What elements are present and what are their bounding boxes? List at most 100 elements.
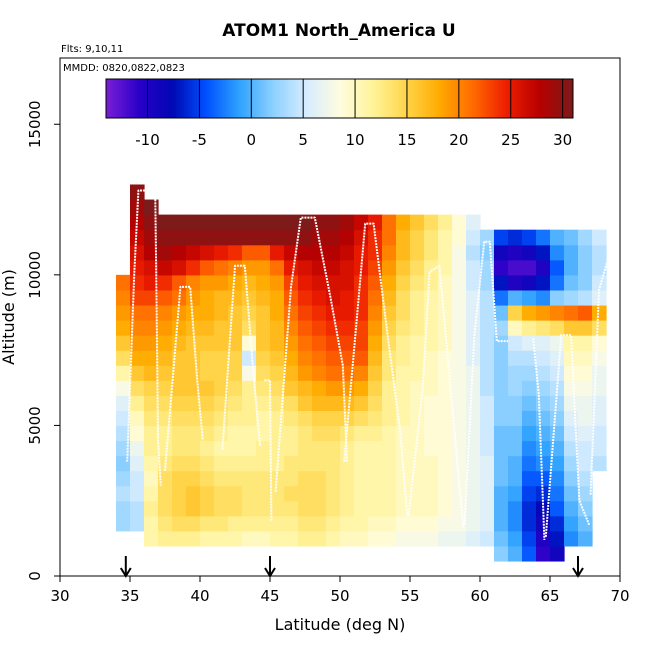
heatmap-cell [368,304,383,321]
heatmap-cell [578,365,593,381]
heatmap-cell [130,289,145,306]
heatmap-cell [368,470,383,487]
colorbar-segment [292,79,296,118]
heatmap-cell [508,485,523,502]
heatmap-cell [256,304,271,321]
heatmap-cell [116,395,131,411]
colorbar-segment [259,79,263,118]
heatmap-cell [172,455,187,472]
heatmap-cell [228,229,243,246]
heatmap-cell [466,485,481,502]
heatmap-cell [340,515,355,532]
colorbar-segment [489,79,494,118]
x-tick-label: 30 [50,587,69,605]
heatmap-cell [508,500,523,517]
heatmap-cell [396,440,411,457]
heatmap-cell [158,515,173,532]
heatmap-cell [158,380,173,396]
heatmap-cell [270,380,285,396]
heatmap-cell [578,470,593,487]
heatmap-cell [172,229,187,246]
heatmap-cell [116,410,131,427]
colorbar-segment [199,79,203,118]
heatmap-cell [354,500,369,517]
heatmap-cell [340,289,355,306]
heatmap-cell [452,470,467,487]
heatmap-cell [172,410,187,427]
heatmap-cell [536,530,551,547]
heatmap-cell [144,455,159,472]
heatmap-cell [368,244,383,261]
heatmap-cell [186,515,201,532]
heatmap-cell [592,455,607,472]
heatmap-cell [214,214,229,231]
colorbar-segment [456,79,460,118]
flight-track-line [407,264,465,528]
heatmap-cell [340,320,355,336]
heatmap-cell [452,229,467,246]
heatmap-cell [480,425,495,442]
x-tick-label: 60 [470,587,489,605]
heatmap-cell [172,244,187,261]
colorbar-segment [126,79,130,118]
x-tick-label: 35 [120,587,139,605]
heatmap-cell [452,425,467,442]
colorbar-segment [368,79,372,118]
colorbar-segment [497,79,501,118]
heatmap-cell [508,530,523,547]
heatmap-cell [564,455,579,472]
heatmap-cell [564,229,579,246]
heatmap-cell [256,350,271,366]
heatmap-cell [536,470,551,487]
heatmap-cell [382,350,397,366]
flight-marker-arrowhead [264,567,276,578]
heatmap-cell [592,229,607,246]
heatmap-cell [214,485,229,502]
heatmap-cell [186,335,201,351]
heatmap-cell [410,335,425,351]
heatmap-cell [438,440,453,457]
colorbar-segment [425,79,429,118]
colorbar-segment [531,79,535,118]
heatmap-cell [340,530,355,547]
heatmap-cell [536,485,551,502]
colorbar-segment [474,79,478,118]
heatmap-cell [564,244,579,261]
colorbar-segment [321,79,325,118]
heatmap-cell [298,229,313,246]
heatmap-cell [368,320,383,336]
heatmap-cell [508,335,523,351]
heatmap-cell [592,410,607,427]
heatmap-cell [172,289,187,306]
heatmap-cell [326,485,341,502]
heatmap-cell [270,365,285,381]
heatmap-cell [158,470,173,487]
heatmap-cell [144,515,159,532]
heatmap-cell [186,274,201,291]
heatmap-cell [396,229,411,246]
heatmap-cell [172,335,187,351]
y-tick-label: 10000 [26,251,44,299]
colorbar-segment [295,79,299,118]
colorbar-segment [562,79,566,118]
heatmap-cell [116,365,131,381]
colorbar-segment [238,79,242,118]
colorbar-segment [142,79,146,118]
heatmap-cell [480,335,495,351]
heatmap-cell [270,289,285,306]
heatmap-cell [214,335,229,351]
colorbar-segment [412,79,416,118]
heatmap-cell [298,259,313,276]
heatmap-cell [480,530,495,547]
heatmap-cell [312,485,327,502]
heatmap-cell [256,214,271,231]
heatmap-cell [564,304,579,321]
heatmap-cell [116,485,131,502]
heatmap-cell [340,380,355,396]
colorbar-segment [201,79,206,118]
colorbar-segment [518,79,522,118]
heatmap-cell [284,320,299,336]
colorbar-segment [448,79,452,118]
heatmap-cell [340,274,355,291]
heatmap-cell [130,184,145,201]
